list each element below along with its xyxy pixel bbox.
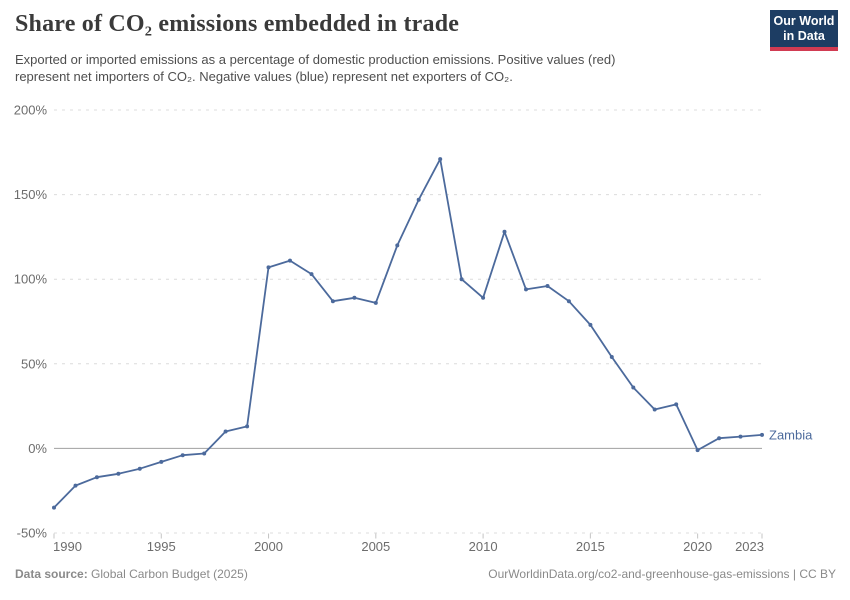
x-axis-tick-label: 1990 [53, 539, 82, 554]
credit-link[interactable]: OurWorldinData.org/co2-and-greenhouse-ga… [488, 567, 836, 581]
data-point[interactable] [116, 471, 121, 476]
data-point[interactable] [245, 424, 250, 429]
data-point[interactable] [137, 466, 142, 471]
data-point[interactable] [631, 385, 636, 390]
y-axis-tick-label: 200% [14, 103, 48, 118]
y-axis-tick-label: 150% [14, 187, 48, 202]
chart-subtitle: Exported or imported emissions as a perc… [15, 52, 615, 85]
y-axis-tick-label: 100% [14, 272, 48, 287]
x-axis-tick-label: 2005 [361, 539, 390, 554]
data-source-label: Data source: [15, 567, 88, 581]
x-axis-tick-label: 2020 [683, 539, 712, 554]
data-point[interactable] [524, 287, 528, 292]
owid-logo-line2: in Data [783, 29, 825, 43]
x-axis-tick-label: 2015 [576, 539, 605, 554]
data-point[interactable] [609, 355, 614, 359]
data-point[interactable] [52, 505, 56, 510]
data-point[interactable] [416, 197, 421, 202]
data-point[interactable] [738, 434, 743, 439]
data-point[interactable] [180, 453, 185, 458]
data-point[interactable] [288, 258, 292, 263]
data-point[interactable] [395, 243, 400, 248]
page-title: Share of CO₂ emissions embedded in trade [15, 11, 460, 37]
data-point[interactable] [266, 265, 271, 270]
data-point[interactable] [202, 451, 207, 456]
data-point[interactable] [438, 157, 443, 162]
data-point[interactable] [352, 295, 357, 300]
data-source: Data source: Global Carbon Budget (2025) [15, 567, 248, 581]
owid-logo[interactable]: Our World in Data [770, 10, 838, 51]
data-point[interactable] [588, 322, 593, 327]
data-point[interactable] [73, 483, 78, 488]
data-point[interactable] [760, 432, 764, 437]
y-axis-tick-label: -50% [17, 526, 48, 541]
data-point[interactable] [502, 229, 507, 234]
data-point[interactable] [566, 299, 571, 304]
chart-subtitle-line2: represent net importers of CO₂. Negative… [15, 68, 513, 84]
data-point[interactable] [674, 402, 679, 407]
data-point[interactable] [481, 295, 486, 300]
data-point[interactable] [223, 429, 228, 434]
data-point[interactable] [373, 300, 378, 305]
y-axis-tick-label: 0% [28, 441, 47, 456]
owid-logo-line1: Our World [773, 14, 835, 28]
data-point[interactable] [695, 448, 700, 453]
x-axis-tick-label: 2010 [469, 539, 498, 554]
data-point[interactable] [717, 436, 722, 441]
data-source-value: Global Carbon Budget (2025) [91, 567, 248, 581]
data-point[interactable] [159, 459, 164, 464]
data-point[interactable] [459, 277, 464, 282]
data-point[interactable] [94, 475, 99, 480]
x-axis-tick-label: 1995 [147, 539, 176, 554]
y-axis-tick-label: 50% [21, 356, 47, 371]
data-point[interactable] [652, 407, 657, 412]
x-axis-tick-label: 2000 [254, 539, 283, 554]
x-axis-tick-label: 2023 [735, 539, 764, 554]
series-line-zambia[interactable] [53, 158, 763, 509]
data-point[interactable] [330, 299, 335, 304]
data-point[interactable] [545, 284, 550, 288]
series-label-zambia[interactable]: Zambia [769, 427, 813, 442]
data-point[interactable] [309, 272, 314, 277]
chart-subtitle-line1: Exported or imported emissions as a perc… [15, 52, 616, 67]
